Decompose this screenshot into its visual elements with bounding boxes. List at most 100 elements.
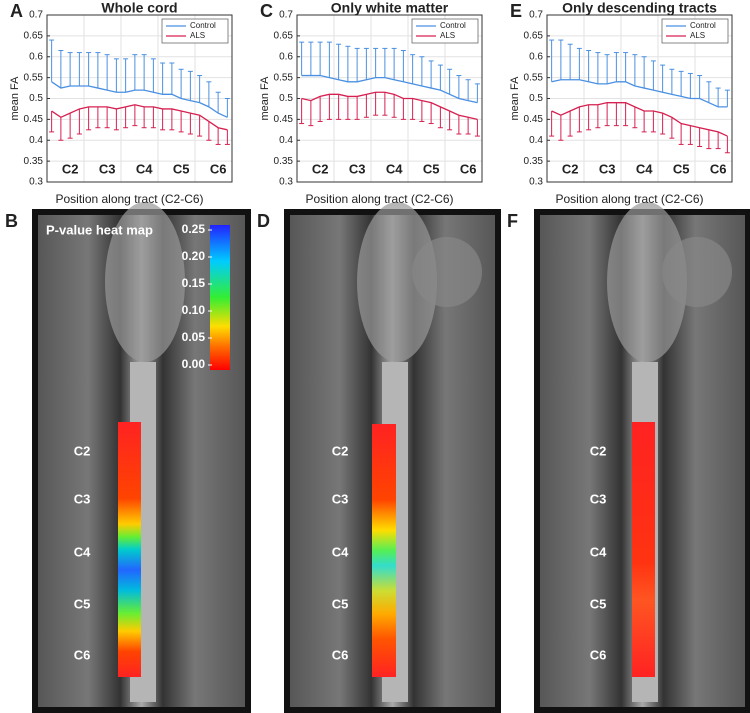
error-bar: [558, 115, 564, 141]
error-bar: [623, 102, 629, 127]
error-bar: [58, 117, 64, 141]
legend-box: [161, 18, 229, 44]
error-bar: [660, 64, 666, 93]
error-bar: [400, 49, 406, 82]
error-bar: [49, 39, 55, 82]
y-tick-label: 0.45: [24, 114, 44, 125]
y-tick-label: 0.35: [274, 156, 294, 167]
error-bar: [150, 106, 156, 129]
x-axis-label: Position along tract (C2-C6): [305, 192, 453, 206]
x-axis-label: Position along tract (C2-C6): [555, 192, 703, 206]
heat-strip: [118, 422, 141, 677]
error-bar: [419, 56, 425, 86]
error-bar: [67, 113, 73, 139]
error-bar: [187, 70, 193, 101]
error-bar: [382, 47, 388, 78]
y-tick-label: 0.4: [279, 135, 293, 146]
error-bar: [391, 94, 397, 118]
panel-label: D: [257, 211, 270, 231]
x-tick-label: C3: [349, 161, 366, 176]
y-tick-label: 0.35: [24, 156, 44, 167]
x-tick-label: C5: [173, 161, 190, 176]
y-tick-label: 0.6: [29, 51, 43, 62]
error-bar: [95, 52, 101, 89]
vertebra-label: C2: [332, 443, 349, 458]
colorbar-label: 0.05: [182, 330, 206, 344]
series-line: [51, 81, 228, 118]
error-bar: [632, 54, 638, 86]
error-bar: [169, 108, 175, 131]
error-bar: [715, 87, 721, 107]
series-line: [301, 74, 478, 104]
y-tick-label: 0.55: [274, 72, 294, 83]
error-bar: [76, 108, 82, 135]
error-bar: [623, 52, 629, 82]
vertebra-label: C2: [590, 443, 607, 458]
error-bar: [317, 96, 323, 122]
vertebra-label: C2: [74, 443, 91, 458]
vertebra-label: C3: [332, 491, 349, 506]
error-bar: [595, 52, 601, 84]
y-axis-label: mean FA: [509, 76, 521, 121]
error-bar: [187, 113, 193, 135]
error-bar: [586, 49, 592, 82]
colorbar-label: 0.15: [182, 276, 206, 290]
error-bar: [76, 52, 82, 86]
legend-label: ALS: [440, 31, 455, 40]
y-tick-label: 0.7: [279, 10, 293, 21]
error-bar: [474, 119, 480, 137]
x-tick-label: C4: [636, 161, 653, 176]
error-bar: [363, 47, 369, 80]
x-tick-label: C5: [673, 161, 690, 176]
error-bar: [178, 111, 184, 133]
error-bar: [567, 43, 573, 80]
error-bar: [215, 91, 221, 114]
error-bar: [687, 125, 693, 145]
legend-box: [411, 18, 479, 44]
vertebra-label: C6: [332, 647, 349, 662]
error-bar: [447, 68, 453, 95]
error-bar: [549, 39, 555, 82]
error-bar: [308, 41, 314, 76]
error-bar: [354, 96, 360, 120]
error-bar: [132, 104, 138, 127]
error-bar: [650, 111, 656, 133]
error-bar: [706, 129, 712, 150]
plot-frame: [46, 14, 233, 183]
plot-frame: [296, 14, 483, 183]
error-bar: [437, 64, 443, 91]
heat-strip: [372, 424, 396, 677]
error-bar: [447, 111, 453, 131]
x-tick-label: C2: [562, 161, 579, 176]
error-bar: [354, 47, 360, 82]
y-tick-label: 0.65: [524, 31, 544, 42]
legend-label: Control: [690, 21, 716, 30]
error-bar: [669, 68, 675, 95]
error-bar: [308, 100, 314, 127]
vertebra-label: C5: [590, 596, 607, 611]
error-bar: [336, 43, 342, 80]
x-tick-label: C5: [423, 161, 440, 176]
series-line: [51, 104, 228, 131]
error-bar: [650, 60, 656, 91]
chart-title: Whole cord: [101, 0, 177, 16]
error-bar: [595, 104, 601, 129]
error-bar: [141, 106, 147, 129]
y-tick-label: 0.55: [24, 72, 44, 83]
error-bar: [660, 113, 666, 135]
error-bar: [724, 89, 730, 107]
error-bar: [86, 106, 92, 131]
plot-frame: [546, 14, 733, 183]
error-bar: [474, 83, 480, 103]
y-tick-label: 0.7: [29, 10, 43, 21]
error-bar: [465, 79, 471, 101]
y-tick-label: 0.65: [24, 31, 44, 42]
vertebra-label: C6: [74, 647, 91, 662]
x-tick-label: C4: [386, 161, 403, 176]
error-bar: [576, 47, 582, 80]
error-bar: [95, 106, 101, 129]
y-tick-label: 0.45: [524, 114, 544, 125]
y-tick-label: 0.7: [529, 10, 543, 21]
error-bar: [567, 111, 573, 137]
